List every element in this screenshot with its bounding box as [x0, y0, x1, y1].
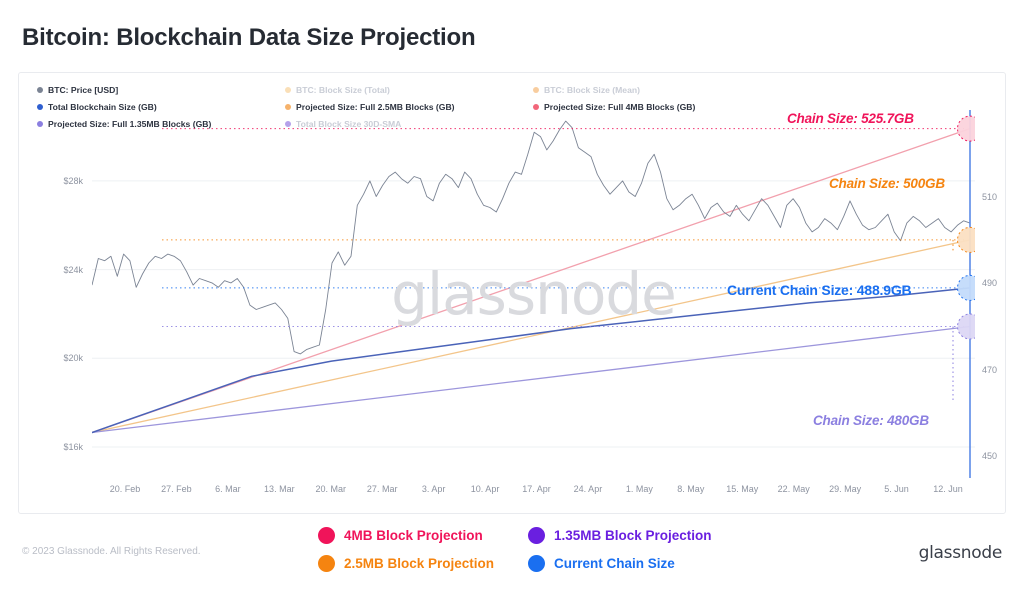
x-axis-tick: 3. Apr: [421, 484, 446, 494]
legend-marker-icon: [318, 526, 335, 544]
legend-dot-icon: [285, 87, 291, 93]
bottom-legend-label: 4MB Block Projection: [344, 527, 483, 543]
top-legend-label: BTC: Block Size (Mean): [544, 85, 640, 95]
page-title: Bitcoin: Blockchain Data Size Projection: [22, 24, 476, 51]
y-axis-right-tick: 510: [982, 191, 998, 202]
top-legend-item-5[interactable]: Projected Size: Full 4MB Blocks (GB): [533, 100, 781, 114]
top-legend-item-0[interactable]: BTC: Price [USD]: [37, 83, 285, 97]
x-axis-tick: 15. May: [726, 484, 759, 494]
legend-dot-icon: [285, 104, 291, 110]
y-axis-right-tick: 490: [982, 278, 998, 289]
legend-marker-icon: [528, 554, 545, 572]
top-legend-label: Projected Size: Full 1.35MB Blocks (GB): [48, 119, 212, 129]
bottom-legend-item-0[interactable]: 4MB Block Projection: [318, 526, 528, 544]
top-legend-item-2[interactable]: BTC: Block Size (Mean): [533, 83, 781, 97]
x-axis-tick: 29. May: [829, 484, 862, 494]
x-axis-tick: 17. Apr: [522, 484, 551, 494]
bottom-legend-item-1[interactable]: 1.35MB Block Projection: [528, 526, 738, 544]
legend-dot-icon: [533, 104, 539, 110]
bottom-legend-item-2[interactable]: 2.5MB Block Projection: [318, 554, 528, 572]
bottom-legend-item-3[interactable]: Current Chain Size: [528, 554, 738, 572]
legend-dot-icon: [37, 104, 43, 110]
chart-card: BTC: Price [USD] BTC: Block Size (Total) B…: [18, 72, 1006, 514]
bottom-legend-label: Current Chain Size: [554, 555, 675, 571]
legend-dot-icon: [37, 121, 43, 127]
x-axis-tick: 27. Mar: [366, 484, 398, 494]
glassnode-logo: glassnode: [918, 543, 1003, 563]
top-legend-label: Total Blockchain Size (GB): [48, 102, 157, 112]
x-axis-tick: 12. Jun: [933, 484, 963, 494]
x-axis-tick: 24. Apr: [573, 484, 603, 494]
legend-marker-icon: [528, 526, 545, 544]
x-axis-tick: 8. May: [677, 484, 705, 494]
top-legend-label: BTC: Price [USD]: [48, 85, 119, 95]
top-legend-label: Projected Size: Full 2.5MB Blocks (GB): [296, 102, 455, 112]
y-axis-right-tick: 470: [982, 364, 998, 375]
y-axis-left-tick: $16k: [63, 441, 83, 452]
bottom-legend-label: 2.5MB Block Projection: [344, 555, 495, 571]
legend-dot-icon: [533, 87, 539, 93]
top-legend-item-1[interactable]: BTC: Block Size (Total): [285, 83, 533, 97]
x-axis-tick: 20. Feb: [109, 484, 141, 494]
top-legend-item-6[interactable]: Projected Size: Full 1.35MB Blocks (GB): [37, 117, 285, 131]
x-axis-tick: 27. Feb: [161, 484, 192, 494]
legend-marker-icon: [318, 554, 335, 572]
y-axis-right-tick: 450: [982, 451, 998, 462]
y-axis-left-tick: $24k: [63, 264, 83, 275]
x-axis-tick: 1. May: [625, 484, 653, 494]
bottom-legend-label: 1.35MB Block Projection: [554, 527, 712, 543]
chain-size-480-annotation: Chain Size: 480GB: [813, 413, 929, 428]
top-legend-label: Total Block Size 30D-SMA: [296, 119, 402, 129]
chart-svg: [92, 110, 975, 478]
legend-dot-icon: [285, 121, 291, 127]
bottom-legend: 4MB Block Projection 1.35MB Block Project…: [318, 521, 738, 577]
chain-size-500-annotation: Chain Size: 500GB: [829, 176, 945, 191]
x-axis-tick: 13. Mar: [264, 484, 295, 494]
x-axis-tick: 20. Mar: [315, 484, 347, 494]
x-axis-tick: 22. May: [777, 484, 810, 494]
top-legend: BTC: Price [USD] BTC: Block Size (Total) B…: [37, 83, 997, 131]
copyright-text: © 2023 Glassnode. All Rights Reserved.: [22, 546, 201, 557]
top-legend-item-7[interactable]: Total Block Size 30D-SMA: [285, 117, 533, 131]
legend-dot-icon: [37, 87, 43, 93]
current-chain-size-annotation: Current Chain Size: 488.9GB: [727, 282, 912, 298]
top-legend-label: BTC: Block Size (Total): [296, 85, 390, 95]
top-legend-item-4[interactable]: Projected Size: Full 2.5MB Blocks (GB): [285, 100, 533, 114]
x-axis-tick: 10. Apr: [470, 484, 500, 494]
chain-size-525-annotation: Chain Size: 525.7GB: [787, 111, 914, 126]
x-axis-tick: 6. Mar: [215, 484, 241, 494]
x-axis-tick: 5. Jun: [884, 484, 909, 494]
y-axis-left-tick: $20k: [63, 353, 83, 364]
y-axis-left-tick: $28k: [63, 175, 83, 186]
top-legend-label: Projected Size: Full 4MB Blocks (GB): [544, 102, 696, 112]
top-legend-item-3[interactable]: Total Blockchain Size (GB): [37, 100, 285, 114]
